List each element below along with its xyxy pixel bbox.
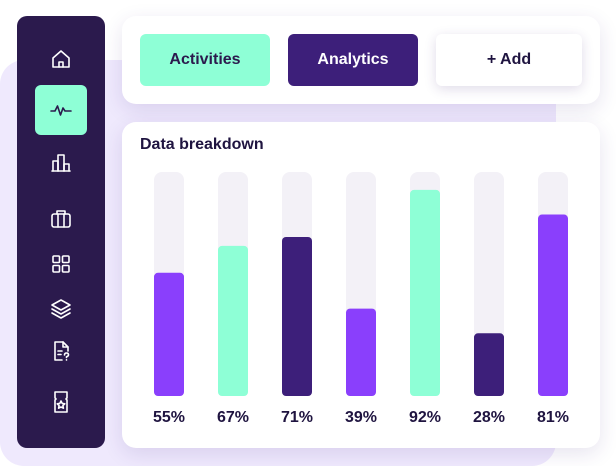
bar-value-label: 81% <box>537 409 569 426</box>
bar-value-label: 55% <box>153 409 185 426</box>
bar-value-label: 39% <box>345 409 377 426</box>
buildings-icon <box>51 154 71 172</box>
bar <box>218 245 248 396</box>
bar-value-label: 28% <box>473 409 505 426</box>
bar <box>538 214 568 396</box>
tab-activities[interactable]: Activities <box>140 34 270 86</box>
add-button[interactable]: + Add <box>436 34 582 86</box>
nav-item-layers[interactable] <box>35 284 87 334</box>
tab-bar: Activities Analytics + Add <box>122 16 600 104</box>
nav-item-document[interactable] <box>35 326 87 376</box>
chart-title: Data breakdown <box>140 136 264 153</box>
chart-card: Data breakdown 55% 67% 71% 39% 92% 28% 81% <box>122 122 600 448</box>
ticket-star-icon <box>54 391 68 413</box>
briefcase-icon <box>51 210 71 228</box>
nav-item-activity[interactable] <box>35 85 87 135</box>
bar <box>282 236 312 396</box>
bar-value-label: 71% <box>281 409 313 426</box>
nav-item-buildings[interactable] <box>35 138 87 188</box>
nav-item-grid[interactable] <box>35 239 87 289</box>
bar-value-label: 67% <box>217 409 249 426</box>
bar-value-label: 92% <box>409 409 441 426</box>
bar <box>410 189 440 396</box>
document-question-icon <box>54 341 70 361</box>
bar <box>474 333 504 396</box>
sidebar <box>17 16 105 448</box>
grid-icon <box>52 255 70 273</box>
nav-item-ticket[interactable] <box>35 377 87 427</box>
bar <box>346 308 376 396</box>
nav-item-briefcase[interactable] <box>35 194 87 244</box>
bar-chart: 55% 67% 71% 39% 92% 28% 81% <box>153 172 569 426</box>
tab-analytics[interactable]: Analytics <box>288 34 418 86</box>
nav-item-home[interactable] <box>35 34 87 84</box>
bar <box>154 272 184 396</box>
activity-pulse-icon <box>50 105 72 116</box>
layers-icon <box>51 299 71 319</box>
home-icon <box>52 50 70 68</box>
